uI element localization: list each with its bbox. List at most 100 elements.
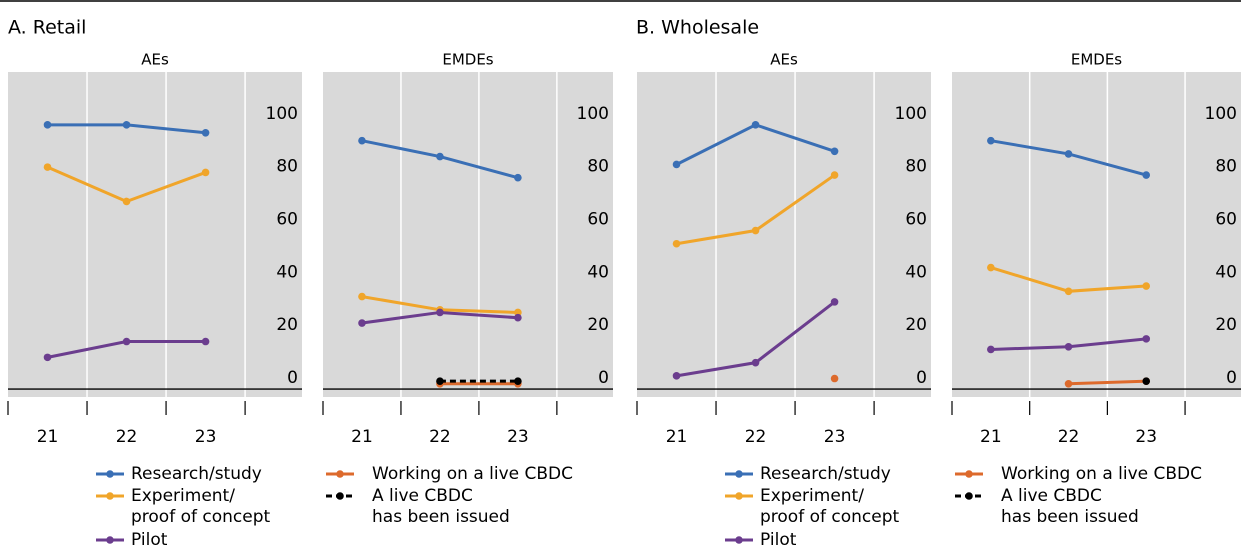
legend-marker <box>965 470 973 478</box>
panel-title: EMDEs <box>442 51 493 69</box>
data-point <box>514 173 522 182</box>
data-point <box>1064 379 1073 388</box>
legend-label: Experiment/proof of concept <box>760 486 900 527</box>
y-tick-label: 80 <box>276 157 298 177</box>
data-point <box>830 171 839 179</box>
data-point <box>830 298 839 306</box>
legend-label: A live CBDC has been issued <box>1001 486 1139 527</box>
y-tick-label: 0 <box>287 368 298 388</box>
x-tick-label: 23 <box>195 427 217 447</box>
data-point <box>358 292 366 301</box>
data-point <box>830 147 839 156</box>
x-tick-label: 23 <box>1135 427 1157 447</box>
y-tick-label: 60 <box>1215 210 1237 230</box>
data-point <box>436 377 444 385</box>
data-point <box>201 168 210 177</box>
y-tick-label: 0 <box>916 368 927 388</box>
x-tick-label: 21 <box>351 427 373 447</box>
y-tick-label: 20 <box>276 315 298 335</box>
x-tick-label: 22 <box>745 427 767 447</box>
x-tick-label: 22 <box>429 427 451 447</box>
data-point <box>751 121 760 129</box>
data-point <box>358 136 366 145</box>
data-point <box>672 160 681 169</box>
x-tick-label: 21 <box>37 427 59 447</box>
legend-marker <box>735 492 743 500</box>
legend-marker <box>735 536 743 544</box>
y-tick-label: 100 <box>1205 104 1237 124</box>
plot-background <box>8 72 302 397</box>
data-point <box>122 121 131 129</box>
data-point <box>43 353 52 362</box>
x-tick-label: 22 <box>116 427 138 447</box>
data-point <box>201 337 210 346</box>
data-point <box>1064 150 1073 158</box>
panel-title: AEs <box>770 51 798 69</box>
legend-marker <box>735 470 743 478</box>
data-point <box>514 308 522 317</box>
data-point <box>43 121 52 129</box>
legend-label: Experiment/proof of concept <box>131 486 271 527</box>
legend-label: Working on a live CBDC <box>1001 464 1202 484</box>
y-tick-label: 60 <box>905 210 927 230</box>
data-point <box>1142 282 1151 290</box>
y-tick-label: 100 <box>895 104 927 124</box>
legend-marker <box>336 492 344 500</box>
y-tick-label: 0 <box>598 368 609 388</box>
data-point <box>436 308 444 317</box>
data-point <box>1142 377 1151 385</box>
x-tick-label: 23 <box>507 427 529 447</box>
data-point <box>987 263 995 272</box>
x-tick-label: 21 <box>666 427 688 447</box>
section-title: B. Wholesale <box>636 17 759 39</box>
y-tick-label: 40 <box>587 262 609 282</box>
data-point <box>201 128 210 137</box>
y-tick-label: 20 <box>1215 315 1237 335</box>
x-tick-label: 22 <box>1058 427 1080 447</box>
data-point <box>358 319 366 327</box>
data-point <box>1064 287 1073 296</box>
data-point <box>122 197 131 206</box>
legend-marker <box>336 470 344 478</box>
panel-title: EMDEs <box>1071 51 1122 69</box>
y-tick-label: 60 <box>587 210 609 230</box>
data-point <box>830 374 839 383</box>
y-tick-label: 100 <box>577 104 609 124</box>
legend-marker <box>106 470 114 478</box>
y-tick-label: 40 <box>1215 262 1237 282</box>
x-tick-label: 23 <box>824 427 846 447</box>
data-point <box>672 239 681 248</box>
y-tick-label: 40 <box>905 262 927 282</box>
legend-marker <box>965 492 973 500</box>
panel-title: AEs <box>141 51 169 69</box>
x-tick-label: 21 <box>980 427 1002 447</box>
data-point <box>672 372 681 380</box>
y-tick-label: 80 <box>905 157 927 177</box>
legend-marker <box>106 492 114 500</box>
y-tick-label: 80 <box>1215 157 1237 177</box>
legend-label: Pilot <box>760 530 797 550</box>
data-point <box>514 313 522 322</box>
data-point <box>1142 171 1151 179</box>
legend-label: Research/study <box>760 464 891 484</box>
data-point <box>43 163 52 171</box>
y-tick-label: 40 <box>276 262 298 282</box>
data-point <box>987 345 995 354</box>
y-tick-label: 60 <box>276 210 298 230</box>
y-tick-label: 20 <box>905 315 927 335</box>
data-point <box>751 226 760 235</box>
section-title: A. Retail <box>8 17 86 39</box>
y-tick-label: 0 <box>1226 368 1237 388</box>
data-point <box>1064 342 1073 351</box>
data-point <box>987 136 995 145</box>
data-point <box>436 152 444 161</box>
plot-background <box>323 72 613 397</box>
y-tick-label: 80 <box>587 157 609 177</box>
plot-background <box>637 72 931 397</box>
legend-label: Working on a live CBDC <box>372 464 573 484</box>
y-tick-label: 20 <box>587 315 609 335</box>
legend-marker <box>106 536 114 544</box>
legend-label: A live CBDC has been issued <box>372 486 510 527</box>
series-line <box>1068 379 1147 386</box>
